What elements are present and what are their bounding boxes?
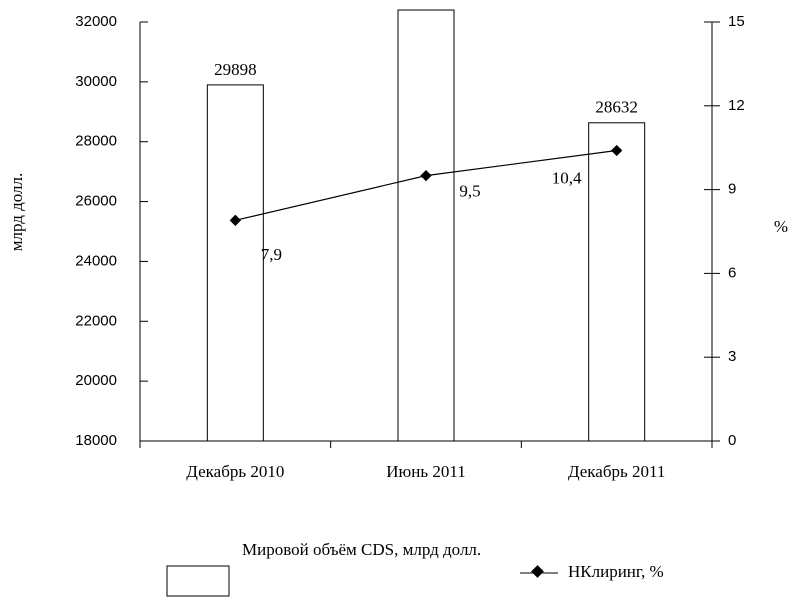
y-tick-label: 32000 bbox=[75, 13, 117, 30]
legend-label: Мировой объём CDS, млрд долл. bbox=[242, 540, 482, 559]
y-tick-label: 28000 bbox=[75, 133, 117, 150]
line-marker bbox=[229, 214, 241, 226]
data-label: 9,5 bbox=[459, 182, 480, 201]
x-tick-label: Декабрь 2011 bbox=[568, 462, 665, 481]
y-tick-label: 22000 bbox=[75, 312, 117, 329]
y2-axis-label: % bbox=[774, 217, 788, 236]
line-marker bbox=[611, 144, 623, 157]
y-axis-label: млрд долл. bbox=[7, 173, 26, 252]
y2-tick-label: 12 bbox=[728, 97, 745, 114]
x-tick-label: Декабрь 2010 bbox=[186, 462, 284, 481]
y-tick-label: 18000 bbox=[75, 432, 117, 449]
data-label: 10,4 bbox=[552, 168, 582, 187]
y2-tick-label: 6 bbox=[728, 264, 736, 281]
y-tick-label: 30000 bbox=[75, 73, 117, 90]
bar bbox=[397, 9, 455, 442]
y2-tick-label: 9 bbox=[728, 181, 736, 198]
y2-tick-label: 0 bbox=[728, 432, 736, 449]
y-tick-label: 20000 bbox=[75, 372, 117, 389]
legend-line-marker bbox=[531, 565, 544, 578]
legend-bar-swatch bbox=[166, 565, 230, 597]
bar bbox=[206, 84, 264, 442]
y-tick-label: 26000 bbox=[75, 193, 117, 210]
line-marker bbox=[420, 169, 432, 182]
legend-label: НКлиринг, % bbox=[568, 562, 664, 581]
y-tick-label: 24000 bbox=[75, 252, 117, 269]
data-label: 7,9 bbox=[261, 245, 282, 264]
data-label: 28632 bbox=[595, 98, 638, 117]
data-label: 29898 bbox=[214, 60, 257, 79]
x-tick-label: Июнь 2011 bbox=[386, 462, 465, 481]
y2-tick-label: 3 bbox=[728, 348, 736, 365]
bar bbox=[588, 122, 646, 442]
y2-tick-label: 15 bbox=[728, 13, 745, 30]
